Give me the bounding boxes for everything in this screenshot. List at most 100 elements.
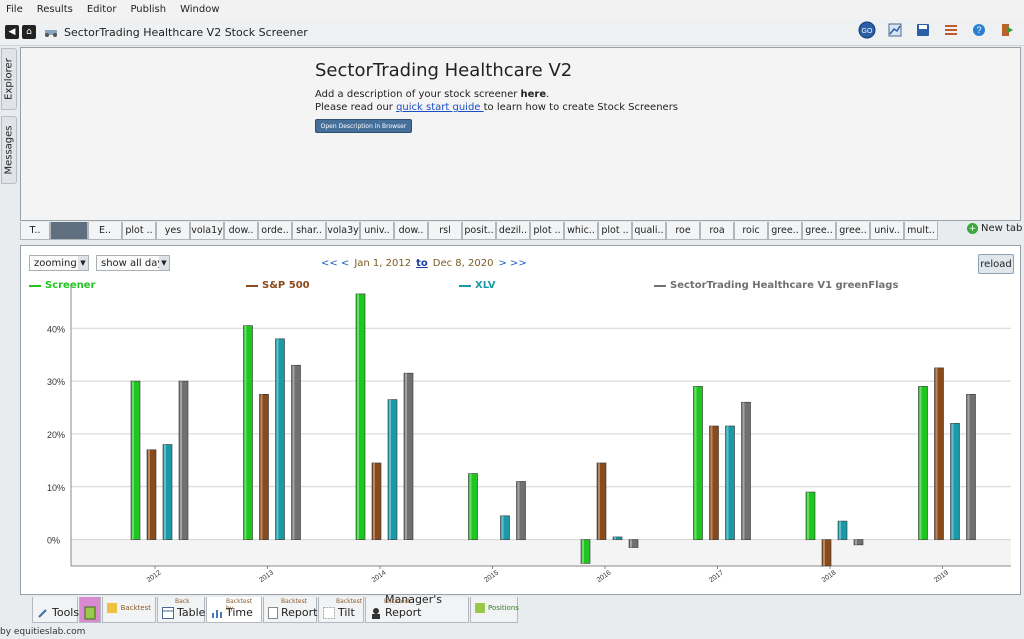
tab-26[interactable]: mult..: [904, 222, 938, 240]
tab-6[interactable]: dow..: [224, 222, 258, 240]
chart-icon[interactable]: [886, 21, 904, 39]
menu-results[interactable]: Results: [36, 4, 73, 15]
bar-highlight: [469, 473, 472, 540]
tab-3[interactable]: plot ..: [122, 222, 156, 240]
tab-24[interactable]: gree..: [836, 222, 870, 240]
tab-positions[interactable]: Positions: [470, 597, 519, 623]
tab-22[interactable]: gree..: [768, 222, 802, 240]
sidebar-tab-explorer[interactable]: Explorer: [1, 48, 17, 110]
end-date[interactable]: Dec 8, 2020: [432, 258, 494, 269]
tab-14[interactable]: dezil..: [496, 222, 530, 240]
reload-button[interactable]: reload: [978, 254, 1014, 274]
tab-0[interactable]: T..: [20, 222, 50, 240]
credit-text: by equitieslab.com: [0, 627, 86, 637]
date-range: << < Jan 1, 2012 to Dec 8, 2020 > >>: [321, 258, 527, 269]
menu-editor[interactable]: Editor: [86, 4, 117, 15]
tab-backtest-time[interactable]: Backtest by Time: [206, 597, 262, 623]
date-to-link[interactable]: to: [416, 258, 428, 269]
bar-xlv-2014: [387, 399, 398, 540]
tab-23[interactable]: gree..: [802, 222, 836, 240]
tab-21[interactable]: roic: [734, 222, 768, 240]
tab-10[interactable]: univ..: [360, 222, 394, 240]
bar-sectortrading-healthcare-v1-greenflags-2015: [516, 481, 526, 540]
menu-window[interactable]: Window: [180, 4, 220, 15]
tab-tools[interactable]: Tools: [32, 597, 79, 623]
app-title: SectorTrading Healthcare V2 Stock Screen…: [44, 26, 308, 39]
tab-5[interactable]: vola1y: [190, 222, 224, 240]
tab-13[interactable]: posit..: [462, 222, 496, 240]
bar-screener-2015: [468, 473, 478, 540]
description-line-1: Add a description of your stock screener…: [315, 89, 550, 100]
bar-highlight: [742, 402, 745, 540]
bar-sectortrading-healthcare-v1-greenflags-2013: [291, 364, 301, 540]
bar-screener-2019: [918, 386, 928, 540]
go-icon[interactable]: GO: [858, 21, 876, 39]
save-icon[interactable]: [914, 21, 932, 39]
backtest-icon: [107, 602, 118, 614]
list-icon[interactable]: [942, 21, 960, 39]
tab-backtest[interactable]: Backtest: [102, 597, 156, 623]
toolbar: ◀ ⌂ SectorTrading Healthcare V2 Stock Sc…: [0, 19, 1024, 46]
tab-20[interactable]: roa: [700, 222, 734, 240]
tab-9[interactable]: vola3y: [326, 222, 360, 240]
tab-4[interactable]: yes: [156, 222, 190, 240]
tab-1[interactable]: [50, 222, 88, 240]
tab-screener-results[interactable]: [79, 597, 101, 623]
tab-15[interactable]: plot ..: [530, 222, 564, 240]
date-next-button[interactable]: > >>: [498, 258, 527, 269]
menu-publish[interactable]: Publish: [130, 4, 167, 15]
bar-highlight: [823, 539, 825, 566]
y-tick-label: 10%: [47, 483, 65, 493]
tab-19[interactable]: roe: [666, 222, 700, 240]
bar-screener-2014: [355, 293, 366, 540]
app-title-text: SectorTrading Healthcare V2 Stock Screen…: [64, 25, 308, 39]
tab-17[interactable]: plot ..: [598, 222, 632, 240]
tab-18[interactable]: quali..: [632, 222, 666, 240]
bar-xlv-2012: [162, 444, 173, 540]
y-tick-label: 20%: [47, 430, 65, 440]
tab-2[interactable]: E..: [88, 222, 122, 240]
days-select[interactable]: show all days ▼: [96, 255, 170, 271]
tab-managers-report[interactable]: Backtest Manager's Report: [365, 593, 469, 623]
bar-sectortrading-healthcare-v1-greenflags-2017: [741, 401, 751, 540]
tab-25[interactable]: univ..: [870, 222, 904, 240]
tab-7[interactable]: orde..: [258, 222, 292, 240]
sidebar-tab-messages[interactable]: Messages: [1, 116, 17, 184]
negative-zone: [71, 539, 1011, 566]
y-tick-label: 0%: [47, 536, 60, 546]
bar-highlight: [598, 462, 600, 540]
tab-backtest-table[interactable]: Back Table: [157, 597, 205, 623]
legend-sp500: S&P 500: [246, 280, 310, 291]
start-date[interactable]: Jan 1, 2012: [354, 258, 412, 269]
home-button[interactable]: ⌂: [22, 25, 36, 39]
open-description-button[interactable]: Open Description in Browser: [315, 119, 412, 133]
menu-file[interactable]: File: [6, 4, 23, 15]
bar-highlight: [276, 338, 279, 540]
bottom-tabs: Tools Backtest Back Table Backtest by Ti…: [0, 593, 1024, 624]
legend-swatch: [29, 284, 41, 287]
x-tick-label: 2015: [483, 569, 500, 584]
exit-icon[interactable]: [998, 21, 1016, 39]
bar-s-p-500-2019: [934, 367, 944, 540]
date-prev-button[interactable]: << <: [321, 258, 350, 269]
bar-highlight: [935, 367, 938, 540]
bar-screener-2017: [693, 386, 703, 540]
back-button[interactable]: ◀: [5, 25, 19, 39]
here-link[interactable]: here: [520, 89, 547, 100]
legend-swatch: [246, 284, 258, 287]
chevron-down-icon: ▼: [159, 256, 169, 270]
x-tick-label: 2016: [596, 569, 613, 584]
tab-11[interactable]: dow..: [394, 222, 428, 240]
bar-highlight: [710, 426, 713, 540]
tab-8[interactable]: shar..: [292, 222, 326, 240]
bar-sectortrading-healthcare-v1-greenflags-2014: [403, 372, 414, 540]
new-tab-button[interactable]: + New tab: [967, 223, 1023, 234]
quick-start-guide-link[interactable]: quick start guide: [396, 102, 484, 113]
tab-backtest-report[interactable]: Backtest Report: [263, 597, 317, 623]
tab-16[interactable]: whic..: [564, 222, 598, 240]
y-tick-label: 30%: [47, 377, 65, 387]
help-icon[interactable]: ?: [970, 21, 988, 39]
tab-12[interactable]: rsl: [428, 222, 462, 240]
zoom-select[interactable]: zooming ▼: [29, 255, 89, 271]
tab-backtest-tilt[interactable]: Backtest Tilt: [318, 597, 364, 623]
